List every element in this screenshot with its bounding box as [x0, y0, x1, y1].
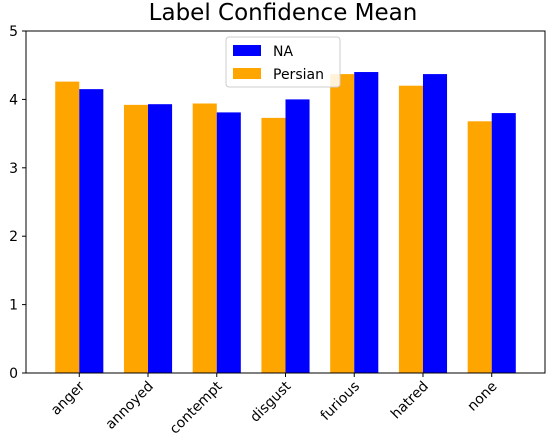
bar-na-none: [491, 113, 516, 373]
x-tick-label-none: none: [465, 379, 501, 415]
bar-persian-annoyed: [123, 104, 149, 374]
bar-persian-furious: [330, 74, 355, 373]
legend-label-persian: Persian: [273, 67, 324, 83]
x-tick-label-contempt: contempt: [167, 378, 226, 437]
y-tick-label: 4: [9, 92, 18, 108]
legend-swatch-na: [233, 45, 261, 56]
x-tick-label-disgust: disgust: [247, 378, 294, 425]
y-axis: 0 1 2 3 4 5: [9, 24, 26, 382]
y-tick-label: 5: [9, 24, 18, 40]
x-tick-label-hatred: hatred: [388, 379, 432, 423]
bar-persian-contempt: [192, 103, 217, 373]
y-tick-label: 1: [9, 298, 18, 314]
bar-na-contempt: [216, 112, 241, 374]
y-tick-label: 3: [9, 161, 18, 177]
legend: NA Persian: [225, 36, 341, 88]
bar-persian-none: [467, 121, 492, 373]
bar-na-disgust: [285, 99, 310, 374]
bar-na-hatred: [422, 74, 448, 373]
bar-persian-hatred: [398, 85, 423, 373]
bar-persian-anger: [55, 81, 80, 374]
bar-na-annoyed: [148, 104, 173, 373]
bar-persian-disgust: [261, 117, 286, 374]
x-axis: anger annoyed contempt disgust furious hatred…: [48, 373, 501, 437]
y-tick-label: 2: [9, 229, 18, 245]
bar-na-furious: [354, 72, 379, 373]
legend-swatch-persian: [233, 68, 261, 79]
legend-label-na: NA: [273, 44, 293, 60]
y-tick-label: 0: [9, 366, 18, 382]
chart-title: Label Confidence Mean: [149, 0, 418, 26]
x-tick-label-furious: furious: [318, 379, 363, 424]
bar-na-anger: [79, 89, 104, 373]
x-tick-label-annoyed: annoyed: [103, 379, 157, 433]
x-tick-label-anger: anger: [48, 378, 88, 418]
bars-group: [55, 72, 516, 374]
